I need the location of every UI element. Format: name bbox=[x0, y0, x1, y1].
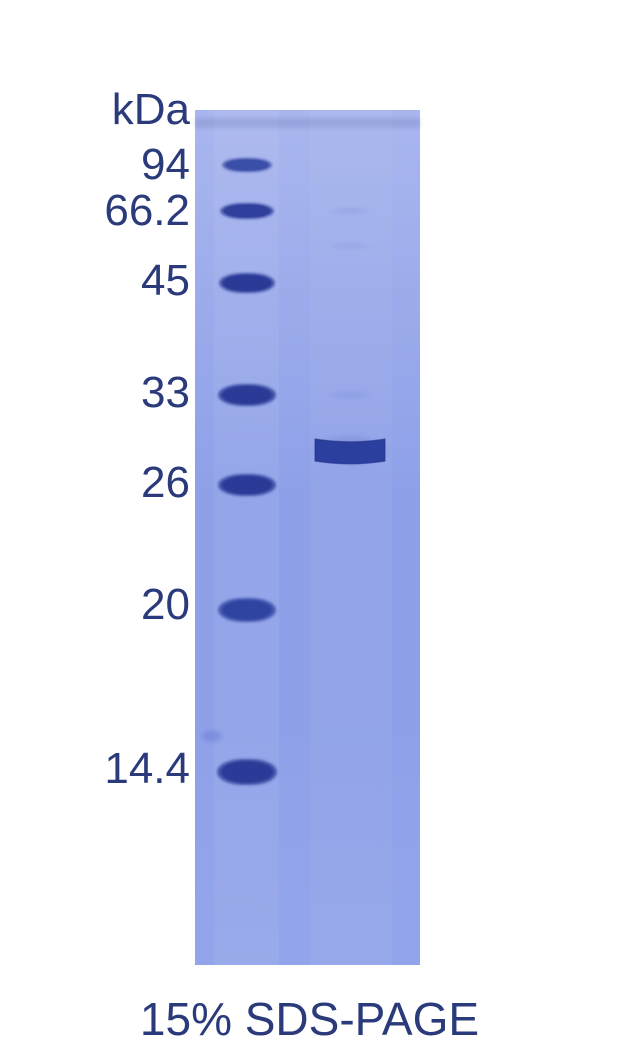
sample-lane-tint bbox=[310, 110, 392, 965]
ladder-band-core bbox=[223, 477, 272, 492]
ladder-label: 20 bbox=[141, 580, 190, 630]
ladder-label: 45 bbox=[141, 256, 190, 306]
ladder-band-core bbox=[223, 276, 270, 290]
ladder-band-core bbox=[223, 387, 272, 402]
ladder-band-core bbox=[223, 602, 272, 619]
unit-label-kda: kDa bbox=[112, 85, 190, 135]
ladder-band-core bbox=[226, 160, 268, 170]
gel-artifact-smudge bbox=[202, 730, 222, 742]
well-shadow bbox=[195, 118, 420, 128]
ladder-lane-tint bbox=[214, 110, 279, 965]
ladder-label: 94 bbox=[141, 140, 190, 190]
ladder-label: 66.2 bbox=[104, 186, 190, 236]
sample-faint-band bbox=[330, 207, 370, 215]
ladder-band-core bbox=[222, 763, 272, 781]
ladder-label: 26 bbox=[141, 458, 190, 508]
sample-faint-band bbox=[330, 242, 370, 250]
ladder-label: 33 bbox=[141, 368, 190, 418]
sample-main-band bbox=[309, 431, 391, 473]
ladder-label: 14.4 bbox=[104, 744, 190, 794]
sample-faint-band bbox=[327, 390, 373, 400]
gel-caption: 15% SDS-PAGE bbox=[0, 992, 619, 1046]
ladder-band-core bbox=[224, 205, 269, 216]
